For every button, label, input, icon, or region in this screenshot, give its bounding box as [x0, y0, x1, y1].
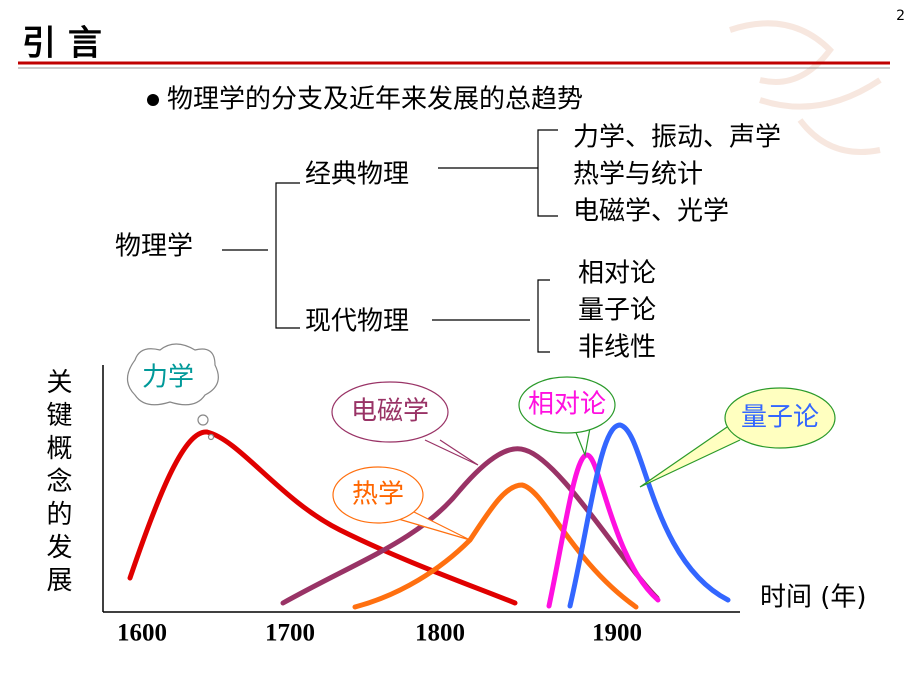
branch-item: 热学与统计 [573, 160, 703, 190]
callout-text: 力学 [142, 363, 194, 393]
callouts [126, 343, 836, 541]
branch-label: 经典物理 [305, 160, 409, 190]
branch-item: 相对论 [578, 259, 656, 289]
decor [729, 20, 882, 155]
y-label: 关键概念的发展 [42, 368, 72, 599]
axes [102, 365, 740, 613]
curves [127, 422, 731, 610]
title: 引 言 [22, 24, 102, 64]
y-label-text: 关键概念的发展 [42, 368, 72, 599]
branch-item: 非线性 [578, 333, 656, 363]
page-number: 2 [896, 8, 905, 24]
branch-item: 电磁学、光学 [573, 197, 729, 227]
x-label: 时间 (年) [760, 583, 867, 613]
branch-label: 现代物理 [305, 307, 409, 337]
callout-text: 热学 [352, 480, 404, 510]
callout-text: 电磁学 [351, 397, 429, 427]
callout-text: 相对论 [528, 390, 606, 420]
tree-root: 物理学 [115, 232, 193, 262]
x-tick-label: 1800 [415, 620, 465, 647]
tree-lines [222, 129, 558, 353]
callout-text: 量子论 [741, 403, 819, 433]
x-tick-label: 1700 [265, 620, 315, 647]
bullet-text: 物理学的分支及近年来发展的总趋势 [167, 85, 583, 115]
x-tick-label: 1600 [117, 620, 167, 647]
branch-item: 量子论 [578, 296, 656, 326]
bullet-dot [147, 94, 159, 106]
branch-item: 力学、振动、声学 [573, 123, 781, 153]
x-tick-label: 1900 [592, 620, 642, 647]
